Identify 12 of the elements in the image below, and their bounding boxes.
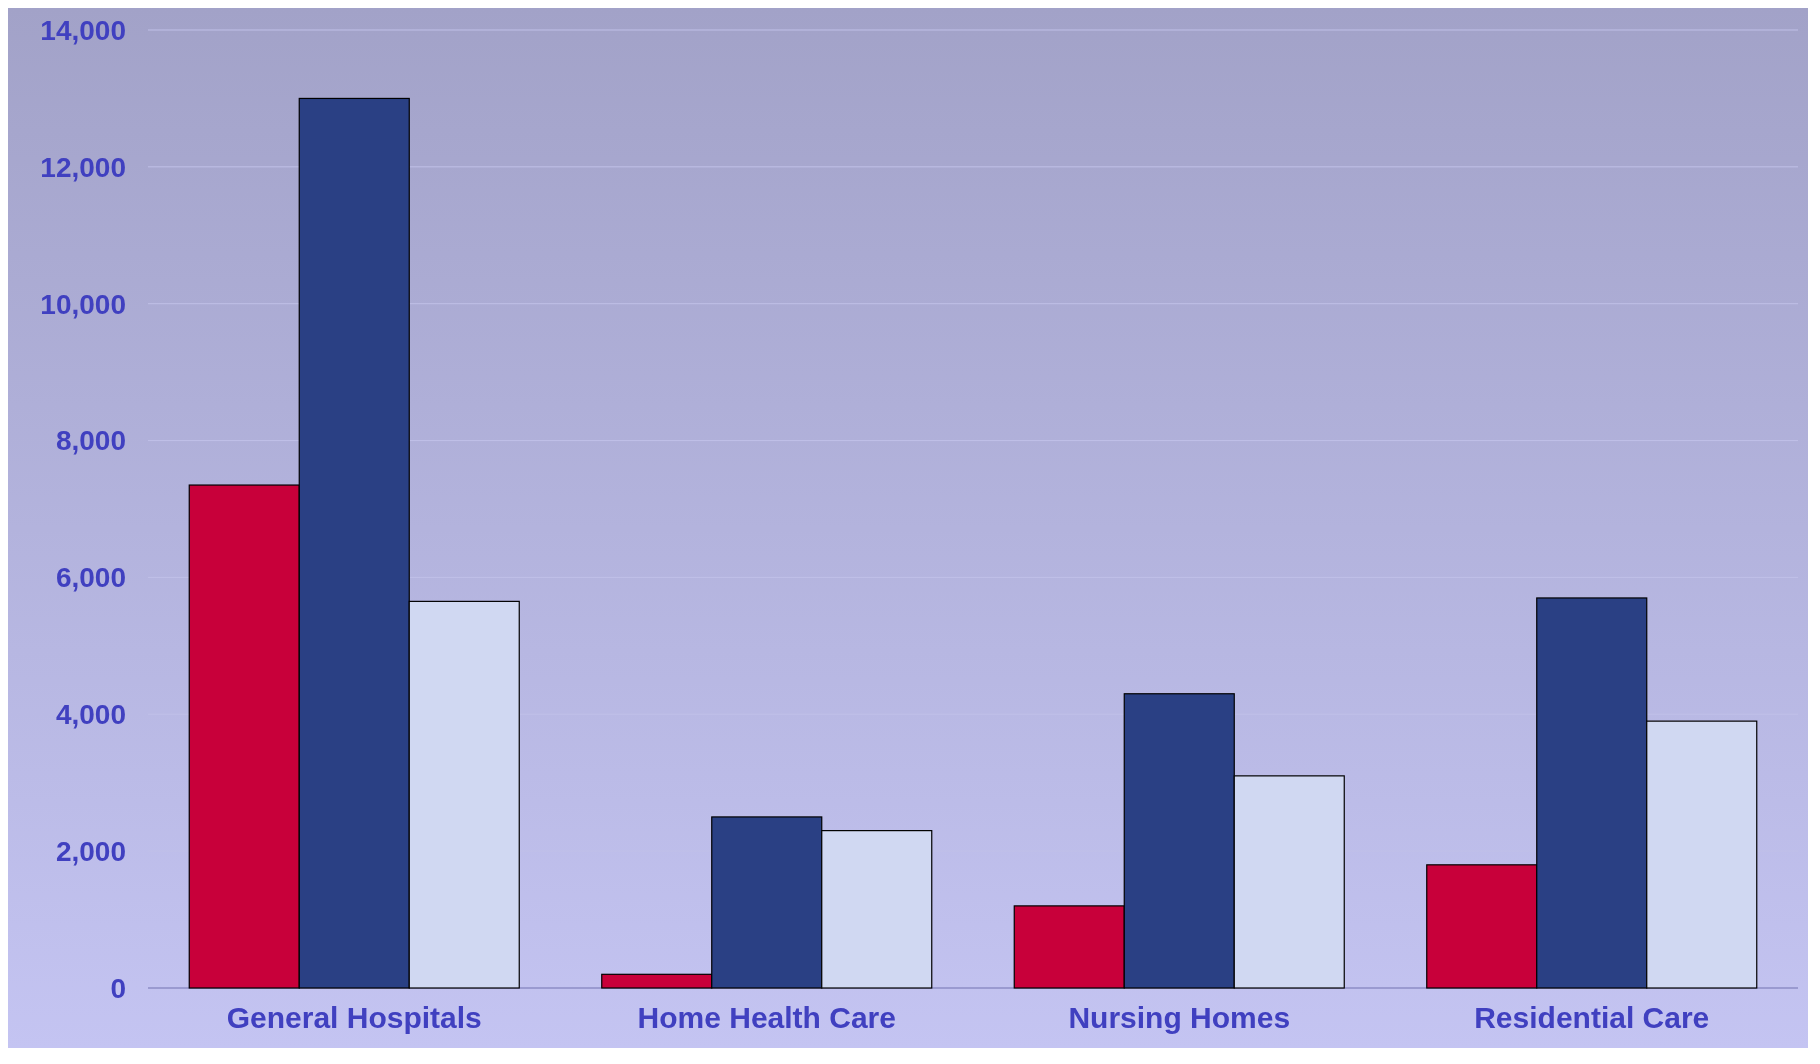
x-tick-label: Residential Care xyxy=(1474,1001,1710,1034)
y-tick-label: 14,000 xyxy=(40,14,126,46)
x-tick-label: General Hospitals xyxy=(226,1001,482,1034)
x-tick-label: Nursing Homes xyxy=(1068,1001,1291,1034)
y-tick-label: 6,000 xyxy=(55,562,126,594)
y-tick-label: 2,000 xyxy=(55,835,126,867)
y-tick-label: 10,000 xyxy=(40,288,126,320)
y-tick-label: 0 xyxy=(110,972,126,1004)
y-tick-label: 4,000 xyxy=(55,699,126,731)
y-tick-label: 8,000 xyxy=(55,425,126,457)
y-tick-label: 12,000 xyxy=(40,151,126,183)
x-tick-label: Home Health Care xyxy=(637,1001,896,1034)
